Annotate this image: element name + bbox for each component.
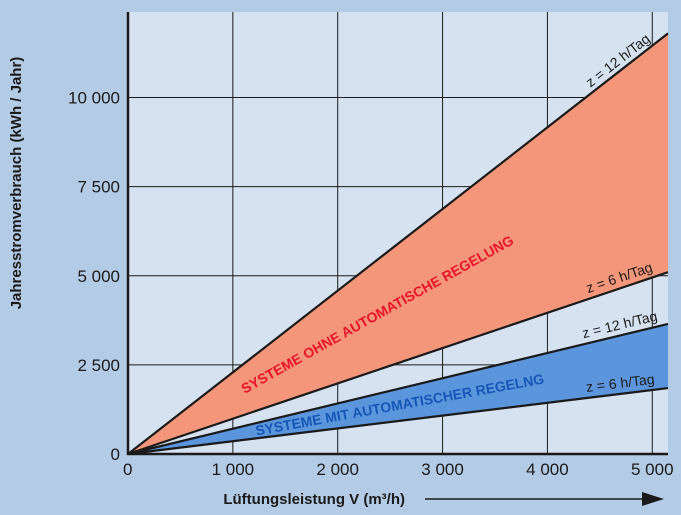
y-tick-label: 10 000 — [68, 89, 120, 108]
y-tick-label: 7 500 — [77, 178, 120, 197]
y-tick-label: 0 — [111, 445, 120, 464]
x-tick-label: 2 000 — [316, 460, 359, 479]
x-tick-label: 0 — [123, 460, 132, 479]
x-tick-label: 1 000 — [212, 460, 255, 479]
x-tick-label: 5 000 — [631, 460, 674, 479]
y-tick-label: 5 000 — [77, 267, 120, 286]
series-line-2 — [127, 271, 669, 456]
x-axis-arrow — [425, 492, 664, 506]
axes — [126, 12, 668, 456]
x-axis-title: Lüftungsleistung V (m³/h) — [223, 491, 405, 508]
series-line-3 — [127, 322, 669, 456]
x-tick-labels: 0 1 000 2 000 3 000 4 000 5 000 — [123, 460, 674, 479]
y-tick-labels: 0 2 500 5 000 7 500 10 000 — [68, 89, 120, 464]
series-lines — [127, 32, 669, 456]
y-tick-label: 2 500 — [77, 356, 120, 375]
x-tick-label: 4 000 — [526, 460, 569, 479]
series-line-1 — [127, 32, 669, 455]
series-line-4 — [127, 386, 669, 456]
y-axis-title: Jahresstromverbrauch (kWh / Jahr) — [8, 57, 25, 310]
x-tick-label: 3 000 — [421, 460, 464, 479]
